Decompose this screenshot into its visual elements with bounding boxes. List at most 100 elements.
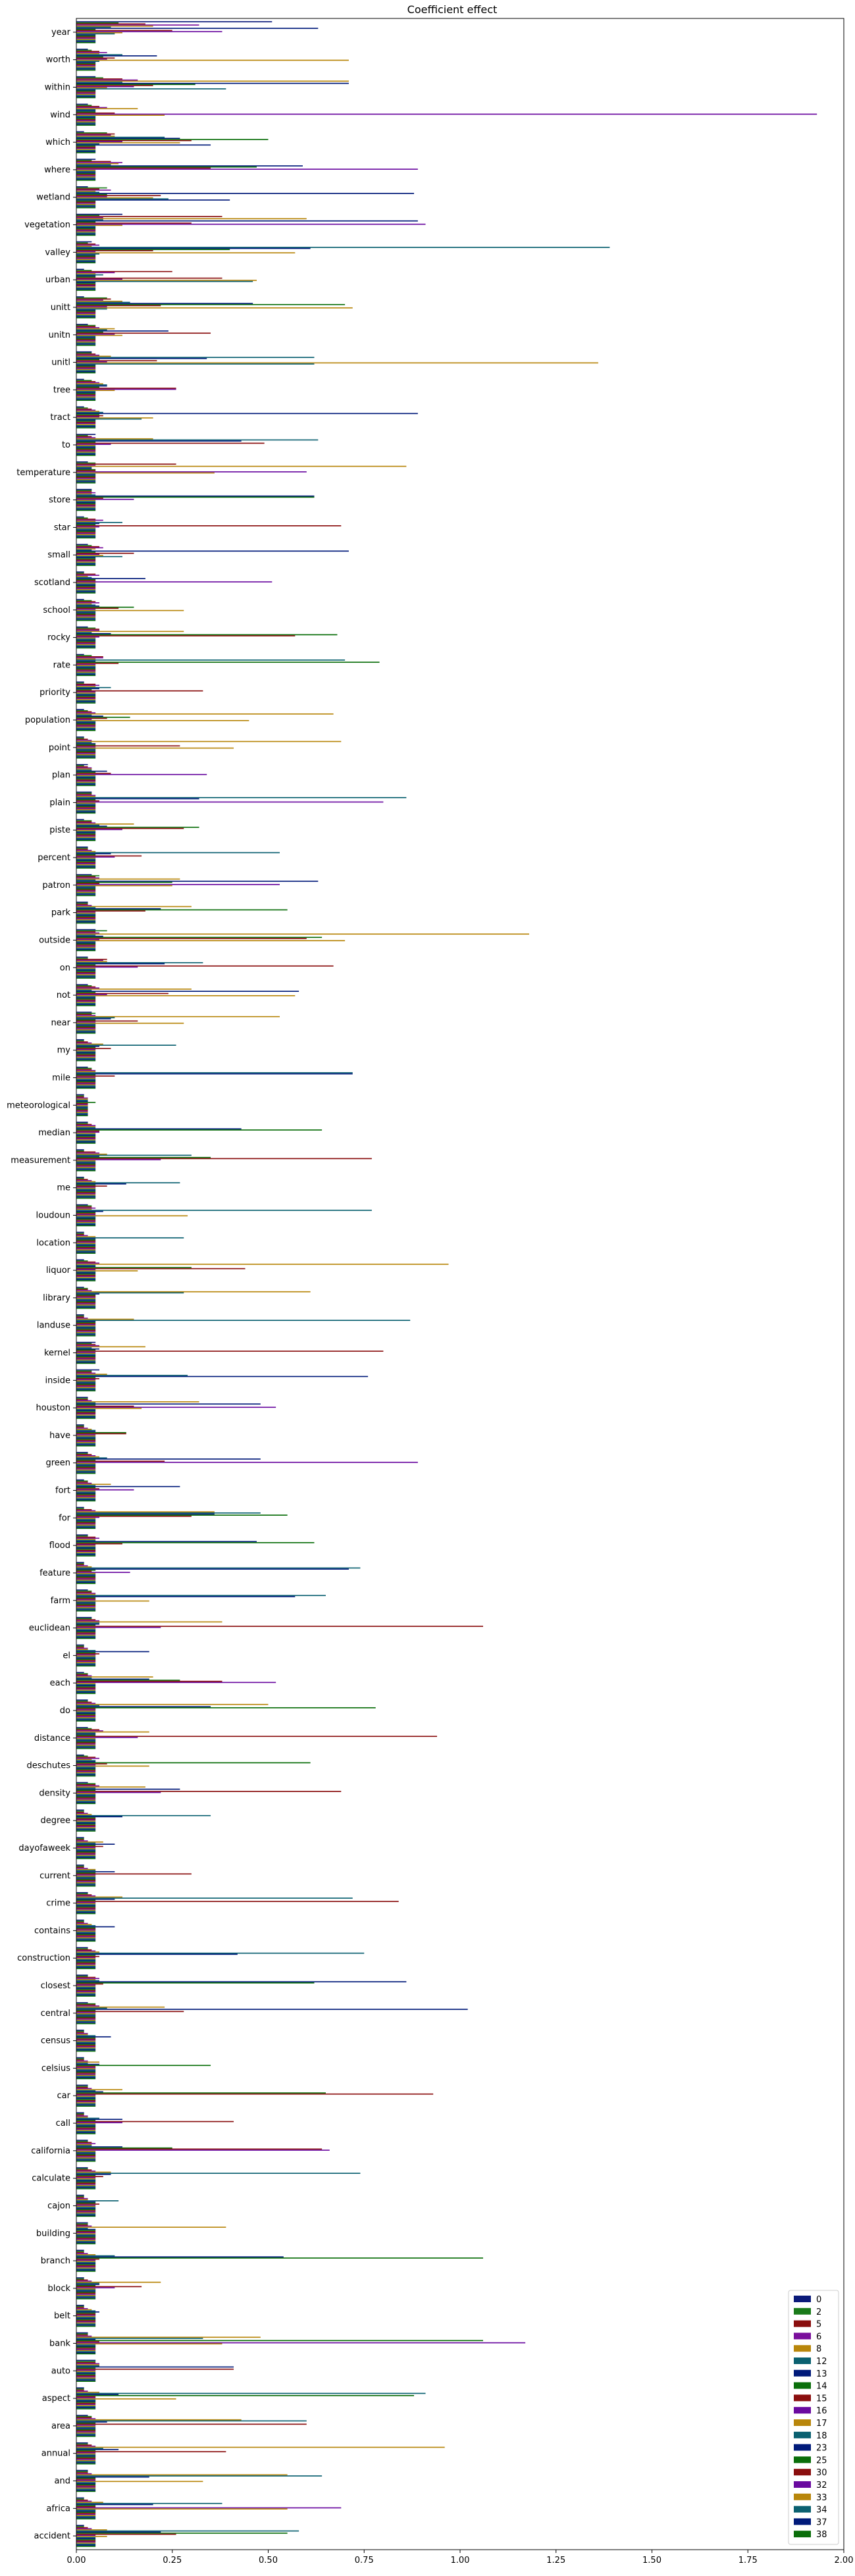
bar-store-series-32	[76, 505, 96, 507]
bar-rate-series-37	[76, 673, 96, 675]
bar-contains-series-13	[76, 1926, 115, 1928]
bar-distance-series-17	[76, 1738, 96, 1739]
bar-percent-series-8	[76, 850, 96, 852]
bar-green-series-0	[76, 1452, 88, 1453]
bar-cajon-series-25	[76, 2209, 96, 2211]
y-tick-label-piste: piste	[49, 825, 70, 835]
bar-deschutes-series-8	[76, 1759, 92, 1761]
bar-tract-series-18	[76, 418, 142, 420]
bar-green-series-37	[76, 1472, 96, 1473]
bar-accident-series-12	[76, 2530, 299, 2532]
bar-vegetation-series-16	[76, 223, 426, 225]
bar-feature-series-23	[76, 1575, 96, 1576]
bar-tree-series-2	[76, 380, 92, 381]
bar-which-series-6	[76, 134, 111, 136]
bar-valley-series-8	[76, 245, 92, 247]
bar-landuse-series-0	[76, 1314, 84, 1316]
bar-distance-series-6	[76, 1730, 103, 1732]
bar-and-series-8	[76, 2474, 288, 2476]
bar-outside-series-38	[76, 950, 96, 952]
bar-california-series-37	[76, 2159, 96, 2161]
bar-have-series-13	[76, 1431, 96, 1432]
bar-loudoun-series-16	[76, 1214, 96, 1216]
bar-euclidean-series-17	[76, 1628, 96, 1630]
bar-inside-series-18	[76, 1381, 96, 1383]
bar-where-series-14	[76, 166, 257, 168]
y-tick-label-vegetation: vegetation	[24, 220, 70, 230]
bar-central-series-38	[76, 2022, 96, 2024]
bar-euclidean-series-32	[76, 1633, 96, 1635]
bar-rocky-series-32	[76, 642, 96, 644]
bar-kernel-series-2	[76, 1343, 92, 1345]
bar-auto-series-2	[76, 2361, 96, 2362]
bar-closest-series-37	[76, 1994, 96, 1996]
bar-area-series-37	[76, 2434, 96, 2436]
bar-piste-series-37	[76, 838, 96, 840]
bar-near-series-34	[76, 1030, 96, 1032]
bar-library-series-6	[76, 1290, 92, 1291]
bar-park-series-18	[76, 914, 96, 915]
bar-school-series-30	[76, 614, 96, 616]
bar-small-series-13	[76, 550, 349, 552]
bar-vegetation-series-13	[76, 220, 418, 222]
bar-library-series-34	[76, 1305, 96, 1307]
bar-outside-series-15	[76, 938, 307, 939]
bar-flood-series-2	[76, 1535, 88, 1537]
bar-each-series-6	[76, 1675, 92, 1677]
bar-piste-series-30	[76, 834, 96, 836]
bar-belt-series-0	[76, 2304, 84, 2306]
bar-store-series-12	[76, 494, 96, 496]
bar-distance-series-25	[76, 1741, 96, 1743]
bar-scotland-series-13	[76, 578, 145, 579]
y-tick-label-meteorological: meteorological	[7, 1100, 70, 1110]
y-tick-label-kernel: kernel	[44, 1349, 70, 1358]
bar-park-series-5	[76, 904, 88, 905]
bar-meteorological-series-13	[76, 1100, 88, 1102]
bar-rocky-series-13	[76, 632, 111, 634]
bar-rocky-series-37	[76, 646, 96, 648]
bar-bank-series-14	[76, 2340, 483, 2342]
y-tick-label-which: which	[45, 138, 70, 147]
y-tick-label-flood: flood	[49, 1541, 70, 1551]
bar-where-series-33	[76, 176, 96, 178]
bar-tree-series-6	[76, 382, 99, 384]
y-tick-label-el: el	[63, 1651, 70, 1661]
bar-census-series-16	[76, 2039, 96, 2041]
bar-block-series-30	[76, 2292, 96, 2294]
bar-valley-series-13	[76, 247, 311, 249]
bar-unitl-series-16	[76, 361, 107, 363]
bar-tract-series-37	[76, 426, 96, 428]
bar-piste-series-2	[76, 820, 92, 821]
bar-africa-series-13	[76, 2504, 153, 2506]
bar-liquor-series-15	[76, 1268, 246, 1270]
bar-star-series-17	[76, 527, 96, 529]
bar-outside-series-2	[76, 930, 107, 932]
bar-urban-series-12	[76, 274, 103, 276]
bar-current-series-33	[76, 1882, 96, 1884]
bar-measurement-series-30	[76, 1164, 96, 1166]
bar-scotland-series-25	[76, 586, 96, 587]
bar-near-series-13	[76, 1018, 111, 1019]
bar-population-series-23	[76, 722, 96, 724]
bar-auto-series-6	[76, 2363, 99, 2365]
bar-patron-series-2	[76, 875, 99, 877]
bar-unitl-series-33	[76, 369, 96, 371]
bar-on-series-13	[76, 963, 165, 965]
bar-deschutes-series-32	[76, 1770, 96, 1772]
bar-annual-series-17	[76, 2453, 96, 2455]
bar-belt-series-34	[76, 2323, 96, 2325]
bar-degree-series-2	[76, 1811, 84, 1812]
bar-school-series-15	[76, 607, 119, 609]
y-tick-label-plain: plain	[49, 798, 70, 808]
bar-outside-series-23	[76, 942, 96, 944]
bar-where-series-38	[76, 179, 96, 181]
bar-outside-series-30	[76, 944, 96, 946]
bar-loudoun-series-0	[76, 1204, 88, 1206]
bar-belt-series-15	[76, 2313, 96, 2315]
bar-call-series-23	[76, 2125, 96, 2127]
bar-unitt-series-18	[76, 308, 107, 310]
bar-annual-series-8	[76, 2446, 445, 2448]
bar-el-series-17	[76, 1655, 96, 1657]
bar-branch-series-5	[76, 2252, 84, 2254]
